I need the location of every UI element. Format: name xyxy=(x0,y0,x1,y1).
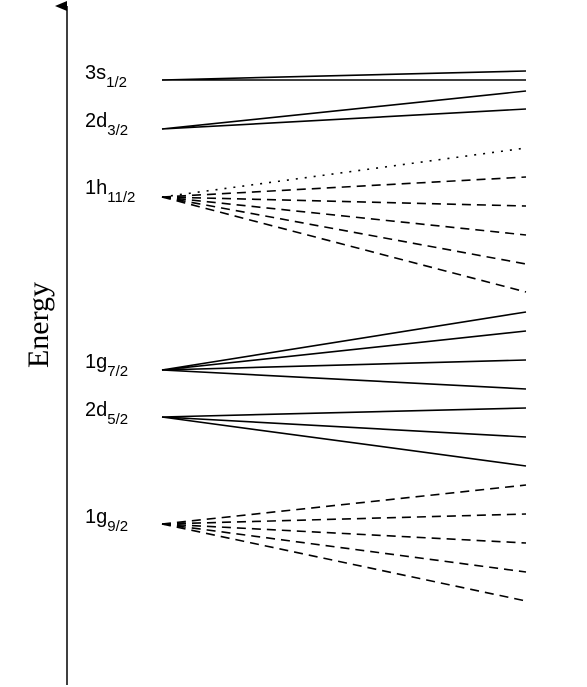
level-label-1g92: 1g9/2 xyxy=(85,506,128,535)
level-label-2d52: 2d5/2 xyxy=(85,399,128,428)
split-line-1g72-1 xyxy=(161,330,527,371)
split-line-1h-0 xyxy=(161,147,527,198)
split-line-1g92-4 xyxy=(161,523,527,602)
split-line-1g92-3 xyxy=(161,523,527,573)
split-line-1h-1 xyxy=(161,176,527,198)
split-line-1g72-2 xyxy=(161,359,527,371)
split-line-2d32-1 xyxy=(161,108,527,130)
split-line-2d52-1 xyxy=(161,416,527,438)
split-line-2d52-0 xyxy=(161,407,527,418)
split-line-1h-3 xyxy=(161,196,527,236)
level-label-1h: 1h11/2 xyxy=(85,177,135,206)
split-line-1h-5 xyxy=(161,196,527,293)
level-label-3s: 3s1/2 xyxy=(85,62,127,91)
split-line-1h-2 xyxy=(161,196,527,207)
split-line-1g72-0 xyxy=(161,311,527,371)
energy-axis-label: Energy xyxy=(22,282,55,368)
level-label-2d32: 2d3/2 xyxy=(85,110,128,139)
split-line-3s-0 xyxy=(161,70,527,81)
level-labels: 3s1/2 2d3/2 1h11/2 1g7/2 2d5/2 1g9/2 xyxy=(85,62,135,535)
split-line-1g92-2 xyxy=(161,523,527,544)
split-line-1g92-0 xyxy=(161,484,527,525)
level-label-1g72: 1g7/2 xyxy=(85,351,128,380)
split-line-1g72-3 xyxy=(161,369,527,390)
splitting-fans xyxy=(161,70,527,602)
split-line-1h-4 xyxy=(161,196,527,265)
split-line-2d32-0 xyxy=(161,90,527,130)
split-line-2d52-2 xyxy=(161,416,527,467)
split-line-1g92-1 xyxy=(161,513,527,525)
